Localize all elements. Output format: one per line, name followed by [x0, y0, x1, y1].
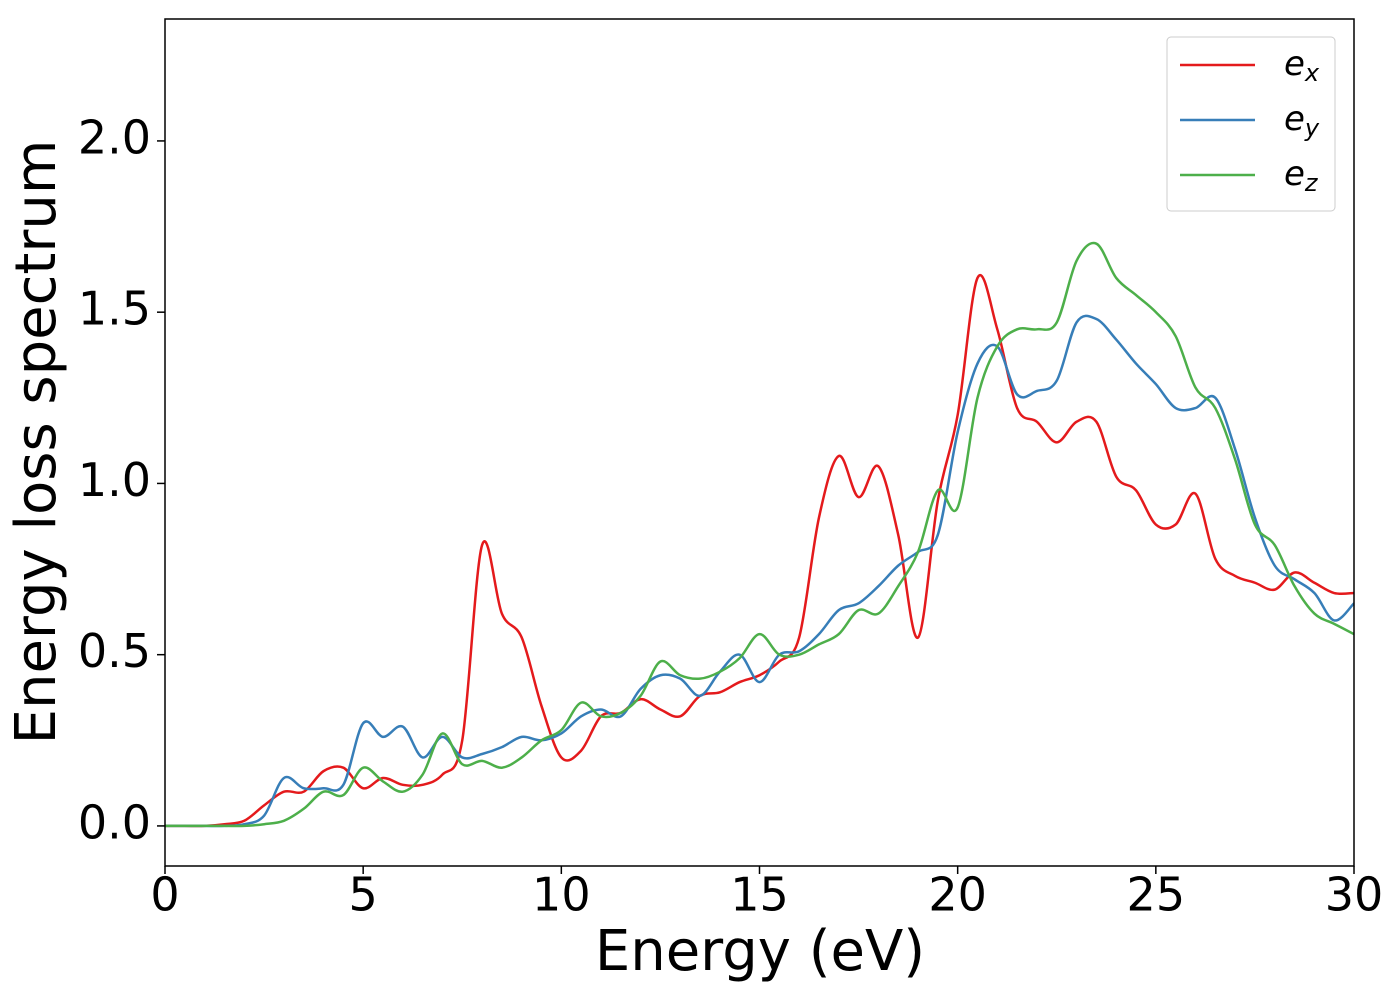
line: [165, 274, 1354, 828]
y-tick-label: 1.5: [78, 282, 151, 336]
y-axis-label: Energy loss spectrum: [4, 140, 69, 745]
y-tick-label: 0.0: [78, 795, 151, 849]
legend-label: ez: [1284, 154, 1319, 198]
y-tick-label: 2.0: [78, 110, 151, 164]
y-tick-label: 1.0: [78, 453, 151, 507]
x-axis-label: Energy (eV): [595, 919, 925, 984]
legend-label: ey: [1284, 99, 1320, 143]
legend-label: ex: [1284, 44, 1320, 88]
line: [165, 241, 1354, 828]
x-tick-label: 20: [928, 868, 987, 922]
legend-box: [1166, 36, 1336, 212]
x-tick-label: 0: [150, 868, 179, 922]
y-tick-label: 0.5: [78, 624, 151, 678]
line: [165, 314, 1354, 828]
x-tick-label: 25: [1127, 868, 1186, 922]
x-tick-label: 10: [532, 868, 591, 922]
x-tick-label: 5: [349, 868, 378, 922]
plot-frame: [164, 18, 1355, 867]
x-tick-label: 15: [730, 868, 789, 922]
x-tick-label: 30: [1325, 868, 1384, 922]
